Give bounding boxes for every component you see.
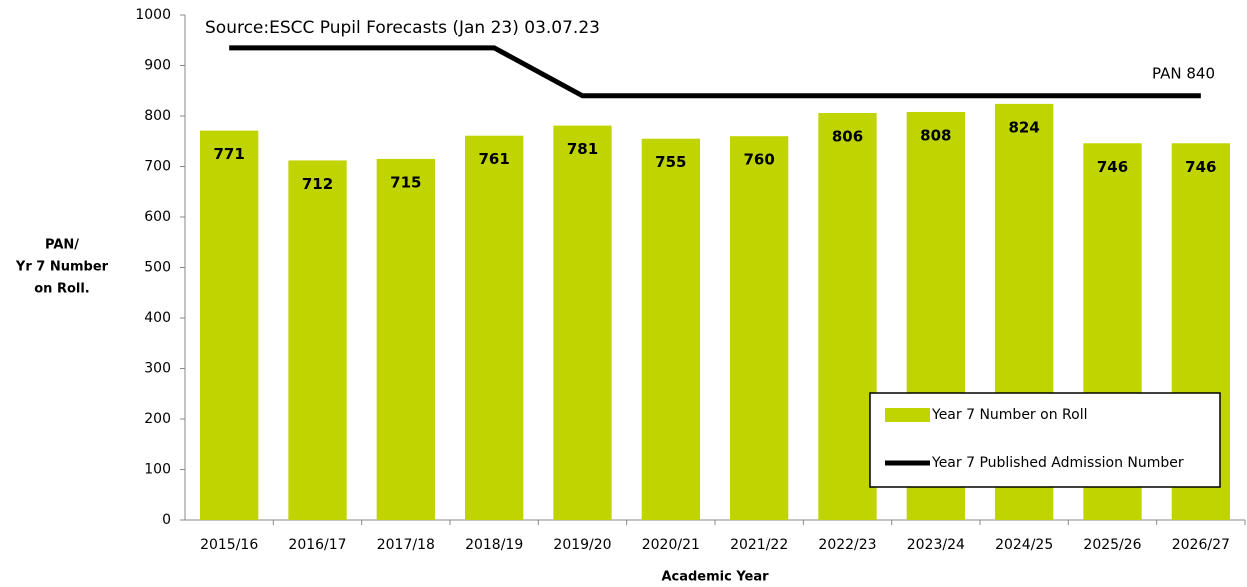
bar <box>553 125 612 520</box>
x-tick-label: 2025/26 <box>1083 537 1141 553</box>
bar <box>641 138 700 520</box>
data-label: 806 <box>832 127 863 145</box>
y-tick-label: 800 <box>144 108 171 124</box>
bar <box>288 160 347 520</box>
bar <box>200 130 259 520</box>
y-axis-label: PAN/ <box>45 238 79 253</box>
bar <box>730 136 789 520</box>
y-axis-label: Yr 7 Number <box>15 260 109 275</box>
x-tick-label: 2015/16 <box>200 537 258 553</box>
data-label: 712 <box>302 175 333 193</box>
legend-swatch <box>885 408 930 422</box>
data-label: 781 <box>567 140 598 158</box>
y-tick-label: 700 <box>144 159 171 175</box>
pan-annotation: PAN 840 <box>1152 65 1215 83</box>
legend-label: Year 7 Number on Roll <box>931 407 1087 423</box>
bar <box>818 112 877 520</box>
x-tick-label: 2018/19 <box>465 537 523 553</box>
x-tick-label: 2023/24 <box>907 537 965 553</box>
y-tick-label: 200 <box>144 411 171 427</box>
x-tick-label: 2019/20 <box>553 537 611 553</box>
bar <box>376 158 435 521</box>
x-tick-label: 2026/27 <box>1172 537 1230 553</box>
data-label: 761 <box>479 150 510 168</box>
y-tick-label: 900 <box>144 58 171 74</box>
source-annotation: Source:ESCC Pupil Forecasts (Jan 23) 03.… <box>205 18 600 38</box>
y-tick-label: 400 <box>144 310 171 326</box>
data-label: 746 <box>1097 158 1128 176</box>
data-label: 715 <box>390 173 421 191</box>
x-tick-label: 2022/23 <box>818 537 876 553</box>
bar <box>465 135 524 520</box>
data-label: 760 <box>744 151 775 169</box>
data-label: 808 <box>920 126 951 144</box>
x-tick-label: 2020/21 <box>642 537 700 553</box>
y-tick-label: 600 <box>144 209 171 225</box>
y-axis-label: on Roll. <box>34 282 90 297</box>
y-tick-label: 100 <box>144 462 171 478</box>
legend-label: Year 7 Published Admission Number <box>931 455 1184 471</box>
x-tick-label: 2016/17 <box>288 537 346 553</box>
data-label: 755 <box>655 153 686 171</box>
x-tick-label: 2021/22 <box>730 537 788 553</box>
x-axis-label: Academic Year <box>661 570 769 585</box>
data-label: 771 <box>214 145 245 163</box>
line <box>229 45 1201 99</box>
data-label: 824 <box>1009 118 1040 136</box>
y-tick-label: 300 <box>144 361 171 377</box>
y-tick-label: 0 <box>162 512 171 528</box>
x-tick-label: 2017/18 <box>377 537 435 553</box>
y-tick-label: 500 <box>144 260 171 276</box>
y-tick-label: 1000 <box>135 7 171 23</box>
x-tick-label: 2024/25 <box>995 537 1053 553</box>
data-label: 746 <box>1185 158 1216 176</box>
